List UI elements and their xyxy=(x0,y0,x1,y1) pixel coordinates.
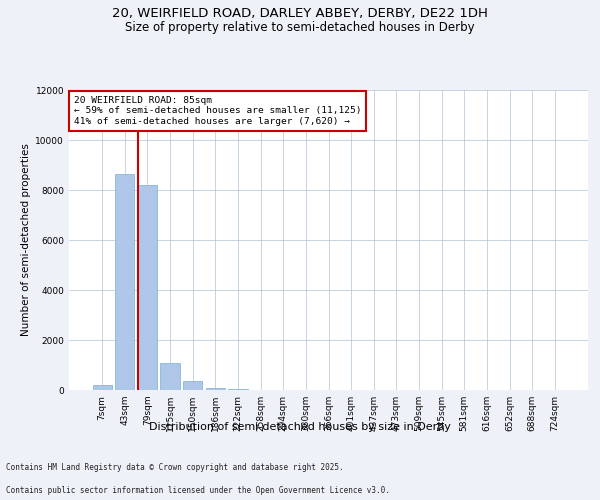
Bar xyxy=(138,185,157,390)
Bar xyxy=(183,381,202,390)
Bar xyxy=(92,385,112,390)
Bar xyxy=(115,174,134,390)
Text: 20, WEIRFIELD ROAD, DARLEY ABBEY, DERBY, DE22 1DH: 20, WEIRFIELD ROAD, DARLEY ABBEY, DERBY,… xyxy=(112,8,488,20)
Bar xyxy=(160,362,180,390)
Bar xyxy=(206,388,225,390)
Text: Contains HM Land Registry data © Crown copyright and database right 2025.: Contains HM Land Registry data © Crown c… xyxy=(6,464,344,472)
Text: 20 WEIRFIELD ROAD: 85sqm
← 59% of semi-detached houses are smaller (11,125)
41% : 20 WEIRFIELD ROAD: 85sqm ← 59% of semi-d… xyxy=(74,96,362,126)
Text: Contains public sector information licensed under the Open Government Licence v3: Contains public sector information licen… xyxy=(6,486,390,495)
Text: Distribution of semi-detached houses by size in Derby: Distribution of semi-detached houses by … xyxy=(149,422,451,432)
Bar xyxy=(229,389,248,390)
Y-axis label: Number of semi-detached properties: Number of semi-detached properties xyxy=(21,144,31,336)
Text: Size of property relative to semi-detached houses in Derby: Size of property relative to semi-detach… xyxy=(125,21,475,34)
